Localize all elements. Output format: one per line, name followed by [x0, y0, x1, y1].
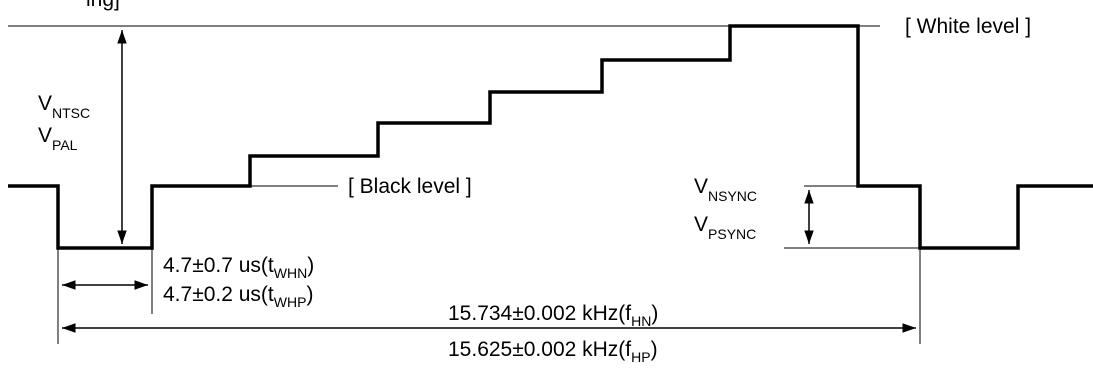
- sync-width-pal-label: 4.7±0.2 us(tWHP): [163, 283, 313, 310]
- video-waveform: [8, 24, 1093, 250]
- v-psync-label: VPSYNC: [694, 213, 756, 242]
- line-frequency-ntsc-label: 15.734±0.002 kHz(fHN): [448, 302, 658, 329]
- sync-width-ntsc-label: 4.7±0.7 us(tWHN): [163, 254, 314, 281]
- white-level-label: [ White level ]: [905, 15, 1031, 38]
- partial-heading: ing]: [86, 0, 120, 11]
- line-frequency-pal-label: 15.625±0.002 kHz(fHP): [448, 338, 658, 365]
- v-pal-label: VPAL: [38, 124, 78, 153]
- v-ntsc-label: VNTSC: [38, 92, 90, 121]
- v-nsync-label: VNSYNC: [694, 175, 757, 204]
- black-level-label: [ Black level ]: [348, 175, 472, 198]
